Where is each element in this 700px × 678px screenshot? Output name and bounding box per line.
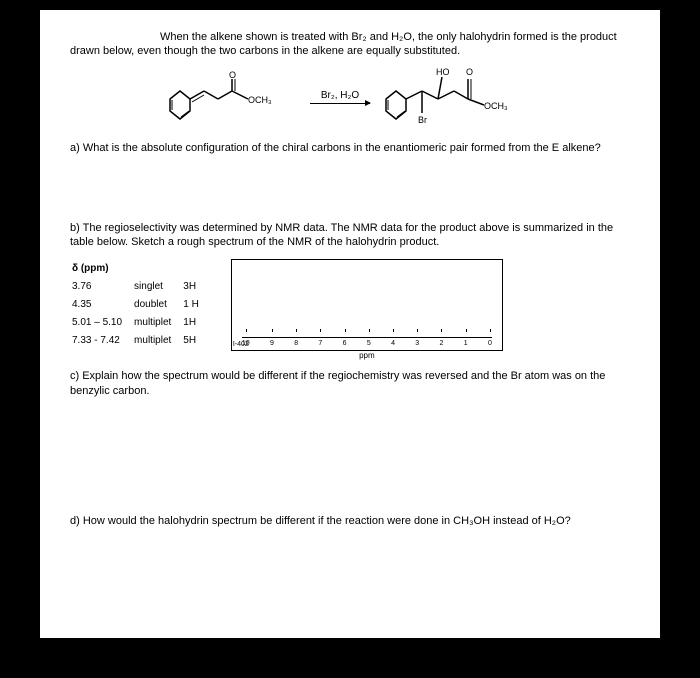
- axis-ticks: 109 87 65 43 21 0: [242, 339, 492, 348]
- reaction-arrow: Br₂, H₂O: [310, 89, 370, 104]
- intro-text: When the alkene shown is treated with Br…: [70, 30, 630, 59]
- worksheet-page: When the alkene shown is treated with Br…: [40, 10, 660, 638]
- svg-text:Br: Br: [418, 115, 427, 125]
- svg-text:O: O: [466, 67, 473, 77]
- svg-text:OCH₃: OCH₃: [484, 101, 508, 111]
- nmr-section: δ (ppm) 3.76singlet3H 4.35doublet1 H 5.0…: [70, 259, 630, 351]
- x-axis-label: ppm: [231, 351, 503, 361]
- table-row: 5.01 – 5.10multiplet1H: [72, 315, 209, 331]
- table-row: 7.33 - 7.42multiplet5H: [72, 333, 209, 349]
- question-a: a) What is the absolute configuration of…: [70, 141, 630, 155]
- question-c: c) Explain how the spectrum would be dif…: [70, 369, 630, 398]
- svg-text:O: O: [229, 70, 236, 80]
- reagent-label: Br₂, H₂O: [310, 89, 370, 102]
- table-row: 4.35doublet1 H: [72, 297, 209, 313]
- nmr-header: δ (ppm): [72, 261, 209, 277]
- question-b: b) The regioselectivity was determined b…: [70, 221, 630, 250]
- mhz-label: I-402: [233, 340, 249, 349]
- svg-text:HO: HO: [436, 67, 450, 77]
- nmr-table: δ (ppm) 3.76singlet3H 4.35doublet1 H 5.0…: [70, 259, 211, 351]
- spectrum-plot: 109 87 65 43 21 0: [231, 259, 503, 351]
- question-d: d) How would the halohydrin spectrum be …: [70, 514, 630, 528]
- reaction-scheme: O OCH₃ Br₂, H₂O HO O Br OCH₃: [70, 67, 630, 127]
- table-row: 3.76singlet3H: [72, 279, 209, 295]
- svg-text:OCH₃: OCH₃: [248, 95, 272, 105]
- product-structure: HO O Br OCH₃: [378, 67, 538, 127]
- intro-line1: When the alkene shown is treated with Br…: [70, 30, 630, 44]
- reactant-structure: O OCH₃: [162, 69, 302, 125]
- intro-line2: drawn below, even though the two carbons…: [70, 44, 630, 58]
